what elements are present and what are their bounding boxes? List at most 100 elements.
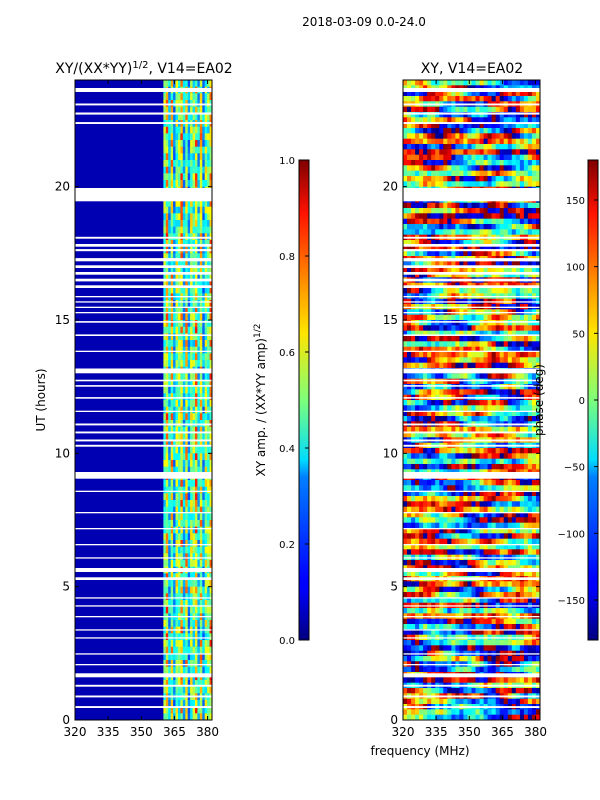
data-gap xyxy=(75,350,212,352)
data-gap xyxy=(403,397,540,399)
y-tick-label: 0 xyxy=(390,713,398,727)
data-gap xyxy=(403,439,540,442)
data-gap xyxy=(75,306,212,308)
data-gap xyxy=(403,385,540,387)
data-gap xyxy=(403,258,540,262)
y-tick-label: 15 xyxy=(55,313,70,327)
phase-colorbar-label: phase (deg) xyxy=(532,364,546,436)
x-tick-label: 320 xyxy=(392,725,415,739)
data-gap xyxy=(75,296,212,298)
phase-panel: XY, V14=EA02 320 335 350 365 380 0 5 10 15 20 fr… xyxy=(370,61,547,758)
amplitude-panel-title: XY/(XX*YY)1/2, V14=EA02 xyxy=(55,60,232,77)
data-gap xyxy=(403,265,540,268)
amplitude-colorbar: 0.0 0.2 0.4 0.6 0.8 1.0 XY amp. / (XX*YY amp)… xyxy=(253,156,310,647)
colorbar-tick-label: −50 xyxy=(564,463,585,474)
data-gap xyxy=(75,637,212,639)
amplitude-colorbar-gradient xyxy=(298,159,310,641)
data-gap xyxy=(75,528,212,530)
phase-data-gaps xyxy=(403,88,540,708)
amplitude-y-axis: 0 5 10 15 20 xyxy=(55,180,212,727)
colorbar-tick-label: 50 xyxy=(572,329,585,340)
data-gap xyxy=(75,616,212,618)
y-tick-label: 20 xyxy=(383,180,398,194)
amplitude-x-axis: 320 335 350 365 380 xyxy=(64,80,219,739)
x-tick-label: 350 xyxy=(130,725,153,739)
data-gap xyxy=(75,301,212,303)
amplitude-y-axis-label: UT (hours) xyxy=(34,368,48,431)
data-gap xyxy=(75,385,212,387)
data-gap xyxy=(75,278,212,282)
data-gap xyxy=(75,568,212,572)
y-tick-label: 5 xyxy=(62,580,70,594)
data-gap xyxy=(75,334,212,336)
colorbar-tick-label: 1.0 xyxy=(279,156,295,167)
data-gap xyxy=(403,285,540,288)
x-tick-label: 350 xyxy=(458,725,481,739)
x-tick-label: 365 xyxy=(491,725,514,739)
colorbar-tick-label: 0.6 xyxy=(279,348,295,359)
data-gap xyxy=(75,397,212,399)
data-gap xyxy=(75,188,212,202)
data-gap xyxy=(75,272,212,275)
data-gap xyxy=(75,379,212,382)
data-gap xyxy=(75,490,212,492)
data-gap xyxy=(75,236,212,239)
data-gap xyxy=(75,368,212,374)
data-gap xyxy=(403,312,540,314)
data-gap xyxy=(75,285,212,288)
data-gap xyxy=(403,673,540,678)
data-gap xyxy=(403,605,540,607)
data-gap xyxy=(403,188,540,202)
colorbar-tick-label: 0.4 xyxy=(279,444,295,455)
x-tick-label: 335 xyxy=(97,725,120,739)
phase-y-axis: 0 5 10 15 20 xyxy=(383,180,540,727)
data-gap xyxy=(403,301,540,303)
data-gap xyxy=(403,350,540,352)
data-gap xyxy=(403,306,540,308)
data-gap xyxy=(403,122,540,124)
data-gap xyxy=(403,321,540,323)
data-gap xyxy=(403,272,540,275)
data-gap xyxy=(75,472,212,479)
data-gap xyxy=(403,249,540,252)
x-tick-label: 320 xyxy=(64,725,87,739)
data-gap xyxy=(403,236,540,239)
amplitude-colorbar-ticks: 0.0 0.2 0.4 0.6 0.8 1.0 xyxy=(279,156,309,647)
phase-heatmap xyxy=(403,80,540,720)
data-gap xyxy=(75,431,212,434)
data-gap xyxy=(75,557,212,559)
data-gap xyxy=(75,103,212,106)
data-gap xyxy=(403,472,540,479)
colorbar-tick-label: −100 xyxy=(558,529,585,540)
data-gap xyxy=(75,597,212,599)
data-gap xyxy=(75,673,212,678)
x-tick-label: 335 xyxy=(425,725,448,739)
amplitude-heatmap xyxy=(75,80,212,720)
colorbar-tick-label: 0.0 xyxy=(279,636,295,647)
y-tick-label: 0 xyxy=(62,713,70,727)
data-gap xyxy=(75,410,212,412)
phase-colorbar-ticks: −150 −100 −50 0 50 100 150 xyxy=(558,196,598,607)
data-gap xyxy=(75,439,212,442)
data-gap xyxy=(403,431,540,434)
data-gap xyxy=(403,410,540,412)
colorbar-tick-label: 0.8 xyxy=(279,252,295,263)
data-gap xyxy=(75,122,212,124)
colorbar-tick-label: 0 xyxy=(579,396,585,407)
colorbar-tick-label: 150 xyxy=(566,196,585,207)
y-tick-label: 10 xyxy=(383,446,398,460)
data-gap xyxy=(75,88,212,92)
data-gap xyxy=(403,88,540,92)
y-tick-label: 10 xyxy=(55,446,70,460)
data-gap xyxy=(403,695,540,698)
data-gap xyxy=(403,334,540,336)
data-gap xyxy=(403,629,540,631)
colorbar-tick-label: 0.2 xyxy=(279,540,295,551)
data-gap xyxy=(403,664,540,666)
x-tick-label: 365 xyxy=(163,725,186,739)
data-gap xyxy=(75,544,212,546)
phase-x-axis: 320 335 350 365 380 xyxy=(392,80,547,739)
data-gap xyxy=(75,423,212,426)
data-gap xyxy=(403,684,540,687)
data-gap xyxy=(75,258,212,262)
